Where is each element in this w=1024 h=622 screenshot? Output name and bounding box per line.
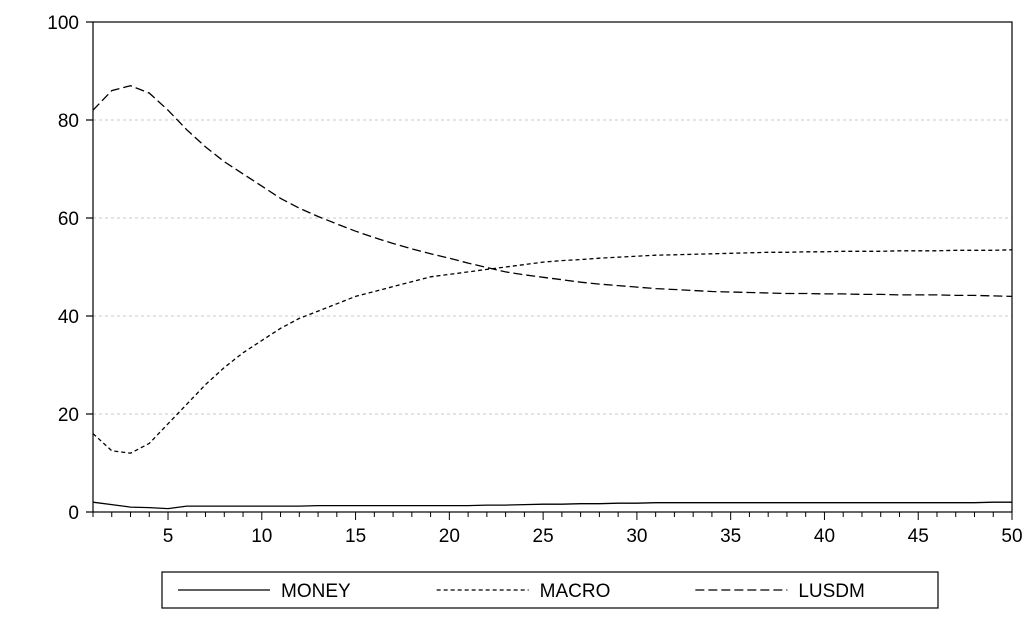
x-tick-label: 50	[1001, 526, 1022, 547]
series-layer	[92, 85, 1013, 510]
x-tick-label: 5	[163, 526, 174, 547]
y-tick-label: 60	[58, 209, 79, 230]
y-tick-label: 80	[58, 111, 79, 132]
y-tick-label: 40	[58, 307, 79, 328]
y-axis: 0 20 40 60 80 100	[47, 13, 93, 524]
plot-area-frame	[92, 21, 1013, 513]
x-tick-label: 10	[251, 526, 272, 547]
legend-box	[161, 571, 939, 609]
y-tick-label: 20	[58, 405, 79, 426]
x-tick-label: 15	[345, 526, 366, 547]
legend-label-lusdm: LUSDM	[798, 581, 865, 602]
grid-lines	[93, 119, 1012, 415]
x-tick-label: 25	[533, 526, 554, 547]
series-line-money	[92, 501, 1012, 510]
series-line-macro	[92, 249, 1013, 454]
legend-label-macro: MACRO	[540, 581, 611, 602]
x-tick-label: 40	[814, 526, 835, 547]
x-tick-label: 30	[626, 526, 647, 547]
x-axis: 5 10 15 20 25 30 35 40 45 50	[92, 512, 1023, 547]
x-tick-label: 20	[439, 526, 460, 547]
legend-label-money: MONEY	[281, 581, 351, 602]
x-tick-label: 45	[908, 526, 929, 547]
y-tick-label: 100	[47, 13, 79, 34]
y-tick-label: 0	[68, 503, 79, 524]
legend: MONEY MACRO LUSDM	[161, 571, 939, 609]
series-line-lusdm	[92, 85, 1013, 298]
x-tick-label: 35	[720, 526, 741, 547]
